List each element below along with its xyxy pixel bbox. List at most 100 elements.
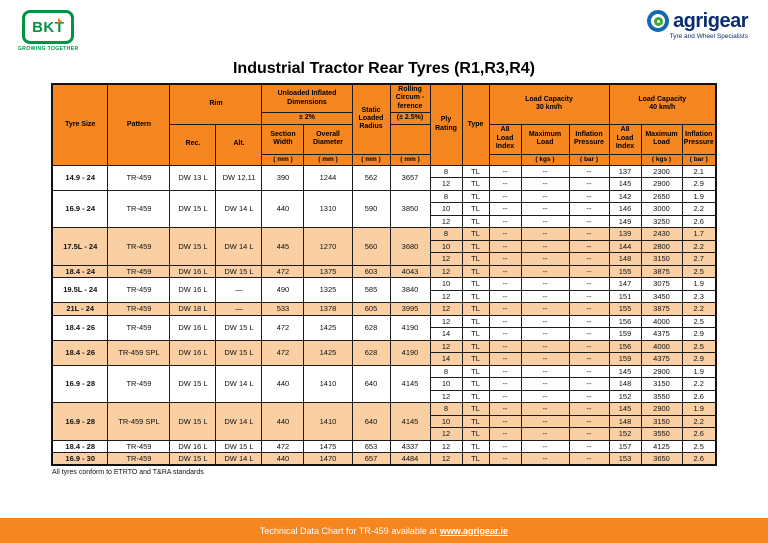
cell-a8-load-index-40kmh: 149 [608, 214, 642, 229]
cell-inflation-pressure-40kmh: 2.2 [681, 414, 717, 429]
cell-a8-load-index-40kmh: 152 [608, 427, 642, 441]
cell-a8-load-index-30kmh: -- [488, 277, 522, 291]
col-header-rolling-tolerance: (± 2.5%) [389, 112, 431, 125]
cell-section-width: 440 [261, 402, 305, 441]
col-header-section-width: Section Width [261, 123, 305, 155]
col-header-maximum-load-40kmh: Maximum Load [640, 123, 683, 155]
table-row: 18.4 - 28 TR-459 DW 16 L DW 15 L 472 1475 653 4… [51, 439, 717, 454]
col-header-inflation-pressure-30kmh: Inflation Pressure [568, 123, 610, 155]
cell-a8-load-index-30kmh: -- [488, 452, 522, 466]
cell-a8-load-index-40kmh: 145 [608, 402, 642, 416]
cell-a8-load-index-30kmh: -- [488, 389, 522, 404]
col-header-maximum-load-30kmh: Maximum Load [520, 123, 570, 155]
col-header-rolling-spacer [389, 123, 431, 155]
cell-inflation-pressure-30kmh: -- [568, 264, 610, 279]
cell-static-loaded-radius: 640 [351, 364, 391, 404]
cell-maximum-load-30kmh: -- [520, 214, 570, 229]
cell-maximum-load-40kmh: 4375 [640, 352, 683, 366]
cell-inflation-pressure-40kmh: 2.3 [681, 289, 717, 304]
footer-text: Technical Data Chart for TR-459 availabl… [259, 525, 437, 536]
cell-maximum-load-30kmh: -- [520, 364, 570, 379]
cell-ply-rating: 12 [429, 314, 463, 329]
cell-static-loaded-radius: 628 [351, 339, 391, 366]
cell-type: TL [461, 327, 490, 341]
cell-ply-rating: 12 [429, 289, 463, 304]
cell-rim-recommended: DW 13 L [169, 164, 217, 191]
cell-maximum-load-30kmh: -- [520, 402, 570, 416]
cell-maximum-load-40kmh: 2900 [640, 177, 683, 191]
footer-link[interactable]: www.agrigear.ie [439, 525, 509, 536]
cell-ply-rating: 12 [429, 439, 463, 454]
cell-ply-rating: 8 [429, 164, 463, 179]
cell-ply-rating: 12 [429, 264, 463, 279]
table-row: 18.4 - 24 TR-459 DW 16 L DW 15 L 472 1375 603 4… [51, 264, 717, 279]
cell-rolling-circumference: 3680 [389, 227, 431, 266]
cell-type: TL [461, 452, 490, 466]
cell-pattern: TR-459 [107, 314, 171, 341]
cell-inflation-pressure-40kmh: 2.1 [681, 164, 717, 179]
cell-maximum-load-40kmh: 4125 [640, 439, 683, 454]
cell-maximum-load-30kmh: -- [520, 164, 570, 179]
cell-maximum-load-40kmh: 2300 [640, 164, 683, 179]
cell-tyre-size: 16.9 - 28 [51, 364, 109, 404]
cell-type: TL [461, 377, 490, 391]
cell-a8-load-index-40kmh: 153 [608, 452, 642, 466]
cell-maximum-load-30kmh: -- [520, 377, 570, 391]
cell-inflation-pressure-30kmh: -- [568, 364, 610, 379]
cell-a8-load-index-30kmh: -- [488, 252, 522, 266]
cell-a8-load-index-30kmh: -- [488, 189, 522, 204]
cell-maximum-load-30kmh: -- [520, 202, 570, 216]
table-row: 18.4 - 26 TR-459 DW 16 L DW 15 L 472 1425 628 4… [51, 314, 717, 341]
cell-maximum-load-40kmh: 3550 [640, 389, 683, 404]
cell-inflation-pressure-30kmh: -- [568, 189, 610, 204]
cell-type: TL [461, 189, 490, 204]
cell-a8-load-index-40kmh: 159 [608, 352, 642, 366]
bkt-logo: BKT GROWING TOGETHER [18, 10, 78, 52]
cell-overall-diameter: 1325 [303, 277, 353, 304]
table-row: 14.9 - 24 TR-459 DW 13 L DW 12,11 390 1244 562… [51, 164, 717, 191]
cell-type: TL [461, 227, 490, 241]
cell-static-loaded-radius: 657 [351, 452, 391, 466]
cell-inflation-pressure-30kmh: -- [568, 227, 610, 241]
cell-rolling-circumference: 4484 [389, 452, 431, 466]
cell-maximum-load-40kmh: 3075 [640, 277, 683, 291]
cell-a8-load-index-30kmh: -- [488, 439, 522, 454]
cell-inflation-pressure-40kmh: 2.6 [681, 452, 717, 466]
tyre-data-table: Tyre Size Pattern Rim Unloaded Inflated … [50, 83, 718, 467]
table-row: 12 TL -- -- -- 149 3250 2.6 [52, 214, 717, 229]
cell-a8-load-index-30kmh: -- [488, 427, 522, 441]
cell-rolling-circumference: 4145 [389, 402, 431, 441]
cell-type: TL [461, 239, 490, 254]
cell-maximum-load-40kmh: 3250 [640, 214, 683, 229]
cell-maximum-load-40kmh: 3450 [640, 289, 683, 304]
cell-ply-rating: 10 [429, 277, 463, 291]
cell-rolling-circumference: 3657 [389, 164, 431, 191]
cell-maximum-load-30kmh: -- [520, 177, 570, 191]
cell-inflation-pressure-30kmh: -- [568, 302, 610, 316]
cell-a8-load-index-30kmh: -- [488, 289, 522, 304]
cell-type: TL [461, 302, 490, 316]
cell-overall-diameter: 1475 [303, 439, 353, 454]
cell-ply-rating: 12 [429, 302, 463, 316]
cell-section-width: 440 [261, 452, 305, 466]
cell-maximum-load-40kmh: 3650 [640, 452, 683, 466]
cell-rim-recommended: DW 18 L [169, 302, 217, 316]
cell-rim-recommended: DW 15 L [169, 452, 217, 466]
cell-pattern: TR-459 SPL [107, 402, 171, 441]
cell-maximum-load-30kmh: -- [520, 239, 570, 254]
table-row: 19.5L - 24 TR-459 DW 16 L —490 1325 585 3840 10… [51, 277, 717, 304]
cell-section-width: 472 [261, 439, 305, 454]
cell-rim-recommended: DW 15 L [169, 364, 217, 404]
cell-a8-load-index-40kmh: 145 [608, 177, 642, 191]
cell-inflation-pressure-30kmh: -- [568, 427, 610, 441]
col-header-static-loaded-radius: Static Loaded Radius [351, 83, 391, 155]
logo-row: BKT GROWING TOGETHER agrigear Tyre and W… [0, 0, 768, 52]
cell-inflation-pressure-30kmh: -- [568, 439, 610, 454]
cell-inflation-pressure-30kmh: -- [568, 327, 610, 341]
cell-ply-rating: 12 [429, 177, 463, 191]
cell-inflation-pressure-40kmh: 1.9 [681, 277, 717, 291]
cell-maximum-load-30kmh: -- [520, 314, 570, 329]
cell-static-loaded-radius: 562 [351, 164, 391, 191]
cell-static-loaded-radius: 560 [351, 227, 391, 266]
